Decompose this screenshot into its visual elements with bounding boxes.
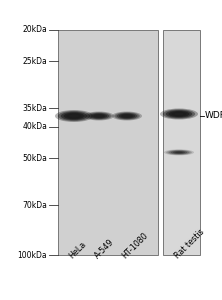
- Ellipse shape: [114, 112, 140, 120]
- Text: Rat testis: Rat testis: [173, 227, 206, 260]
- Ellipse shape: [166, 110, 192, 118]
- Text: A-549: A-549: [93, 237, 116, 260]
- Ellipse shape: [164, 149, 194, 155]
- Ellipse shape: [163, 109, 195, 119]
- Ellipse shape: [168, 150, 190, 155]
- Polygon shape: [163, 30, 200, 255]
- Ellipse shape: [86, 112, 112, 120]
- Ellipse shape: [63, 113, 84, 119]
- Text: 20kDa: 20kDa: [22, 26, 47, 34]
- Text: HeLa: HeLa: [68, 239, 88, 260]
- Ellipse shape: [91, 113, 107, 119]
- Text: HT-1080: HT-1080: [121, 230, 150, 260]
- Ellipse shape: [119, 113, 135, 119]
- Ellipse shape: [173, 151, 185, 154]
- Text: 40kDa: 40kDa: [22, 122, 47, 131]
- Text: WDR5: WDR5: [205, 111, 222, 120]
- Ellipse shape: [168, 111, 189, 117]
- Ellipse shape: [61, 112, 87, 120]
- Ellipse shape: [69, 115, 79, 118]
- Ellipse shape: [166, 150, 192, 155]
- Ellipse shape: [95, 115, 103, 117]
- Ellipse shape: [58, 111, 90, 121]
- Ellipse shape: [112, 112, 142, 121]
- Ellipse shape: [93, 114, 105, 118]
- Ellipse shape: [121, 114, 133, 118]
- Ellipse shape: [84, 112, 114, 121]
- Ellipse shape: [117, 113, 137, 119]
- Ellipse shape: [171, 112, 187, 116]
- Ellipse shape: [66, 114, 82, 118]
- Ellipse shape: [123, 115, 131, 117]
- Polygon shape: [58, 30, 158, 255]
- Ellipse shape: [55, 110, 93, 122]
- Ellipse shape: [174, 112, 184, 116]
- Text: 100kDa: 100kDa: [17, 250, 47, 260]
- Ellipse shape: [89, 113, 109, 119]
- Ellipse shape: [175, 152, 183, 153]
- Ellipse shape: [171, 151, 187, 154]
- Text: 70kDa: 70kDa: [22, 201, 47, 210]
- Text: 35kDa: 35kDa: [22, 104, 47, 113]
- Text: 50kDa: 50kDa: [22, 154, 47, 163]
- Ellipse shape: [160, 109, 198, 119]
- Text: 25kDa: 25kDa: [22, 57, 47, 66]
